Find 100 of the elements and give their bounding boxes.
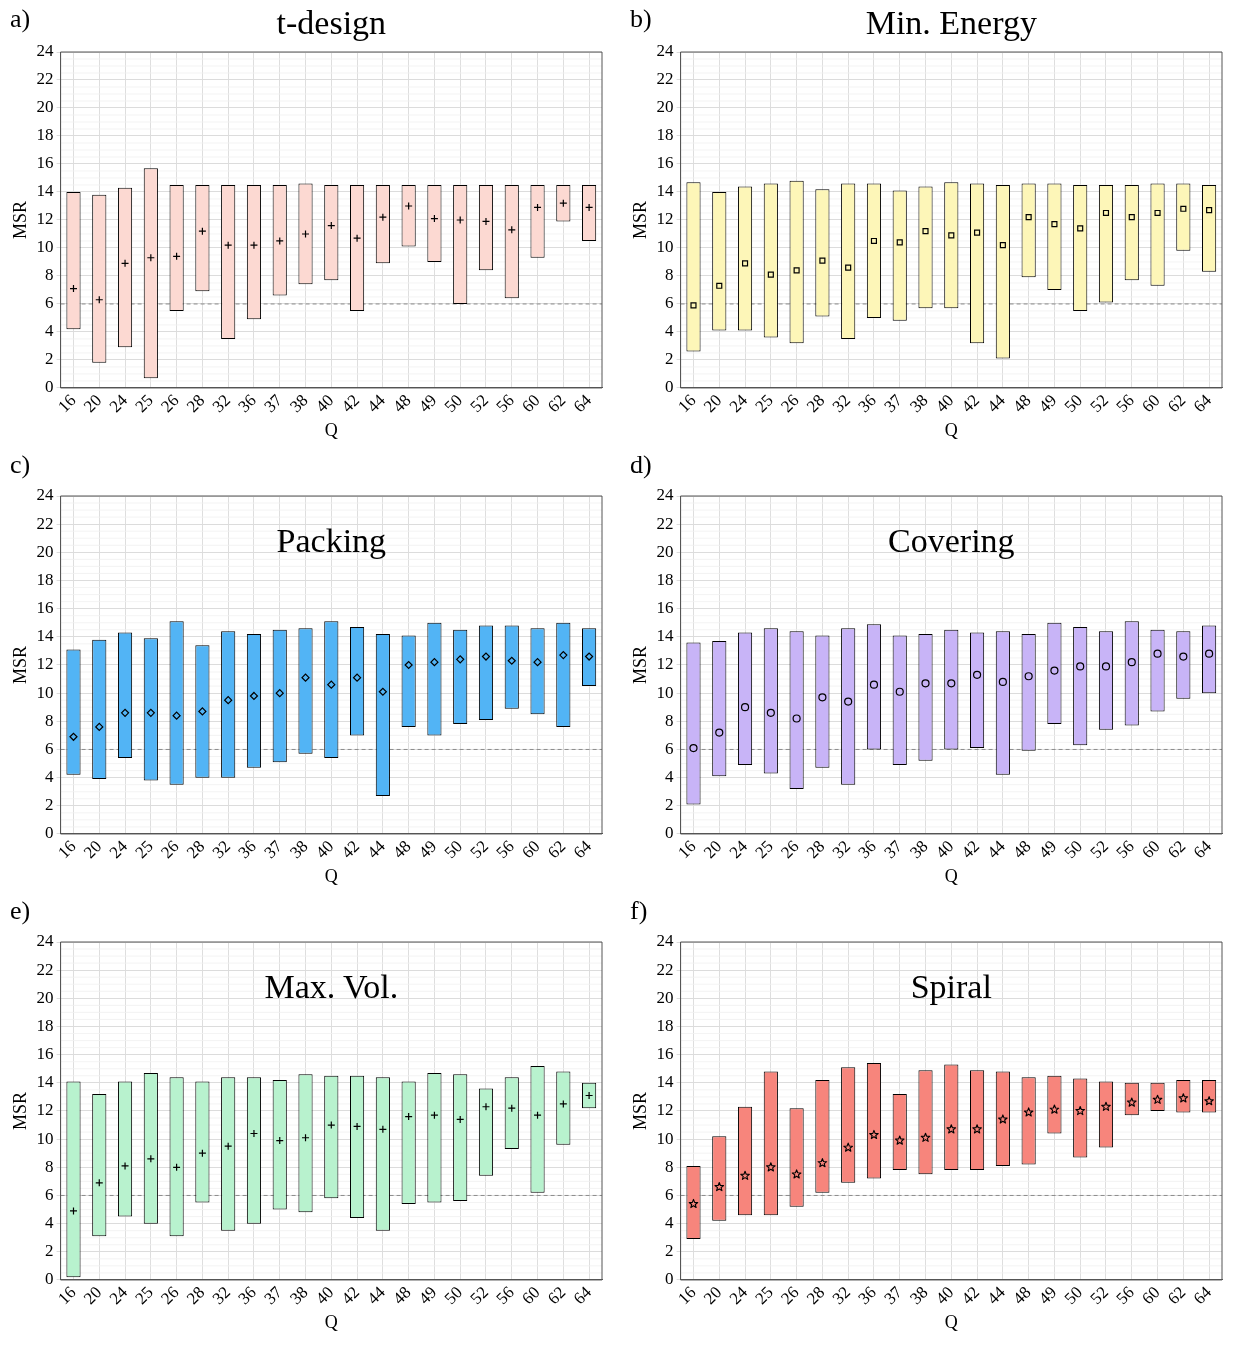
x-tick-label: 44 [363, 390, 390, 417]
point [481, 652, 491, 661]
x-tick-label: 64 [569, 390, 596, 417]
x-axis-title: Q [324, 865, 338, 886]
x-tick-label: 26 [157, 836, 183, 863]
point [1077, 225, 1084, 232]
x-tick-label: 24 [725, 836, 752, 863]
x-tick-label: 50 [440, 836, 467, 863]
x-tick-label: 25 [131, 1282, 157, 1309]
x-tick-label: 44 [983, 1282, 1010, 1309]
point [1049, 1104, 1060, 1114]
y-tick-label: 18 [656, 1015, 674, 1035]
y-tick-label: 10 [36, 237, 54, 257]
text: Covering [888, 521, 1015, 559]
x-tick-label: 56 [492, 1282, 518, 1309]
point [1180, 205, 1187, 212]
x-tick-label: 25 [131, 390, 157, 417]
x-tick-label: 49 [1034, 1282, 1061, 1309]
y-axis-title: MSR [9, 200, 30, 239]
point [895, 687, 904, 696]
x-tick-label: 40 [311, 1282, 338, 1309]
y-tick-label: 24 [656, 931, 675, 951]
y-tick-label: 12 [656, 209, 674, 229]
x-tick-label: 52 [1086, 836, 1112, 863]
x-tick-label: 62 [1163, 1282, 1190, 1309]
x-tick-label: 32 [208, 836, 235, 863]
y-tick-label: 8 [665, 1156, 674, 1176]
x-tick-label: 60 [1138, 1282, 1164, 1309]
x-tick-label: 40 [311, 390, 338, 417]
y-tick-label: 12 [656, 1100, 674, 1120]
x-tick-label: 38 [286, 836, 312, 863]
x-tick-label: 40 [311, 836, 338, 863]
x-tick-label: 26 [777, 1282, 803, 1309]
y-tick-label: 6 [665, 293, 674, 313]
point [870, 237, 878, 245]
x-tick-label: 32 [828, 1282, 855, 1309]
x-tick-label: 20 [699, 1282, 726, 1309]
point [1050, 666, 1059, 675]
point [688, 1198, 699, 1209]
point [1025, 214, 1032, 221]
y-tick-label: 16 [656, 153, 674, 173]
x-tick-label: 42 [337, 390, 364, 417]
y-tick-label: 20 [656, 541, 674, 561]
y-axis-title: MSR [629, 200, 650, 239]
y-tick-label: 22 [36, 513, 54, 533]
y-axis-title: MSR [9, 1091, 30, 1130]
point [172, 711, 181, 720]
x-tick-label: 48 [389, 390, 415, 417]
point [715, 728, 724, 737]
y-tick-label: 18 [36, 125, 54, 145]
x-tick-label: 25 [751, 1282, 777, 1309]
y-tick-label: 22 [656, 959, 674, 979]
y-tick-label: 16 [656, 1044, 674, 1064]
point [1127, 658, 1136, 667]
text: e) [10, 896, 31, 926]
point [198, 707, 207, 716]
x-tick-label: 62 [1163, 390, 1190, 417]
point [430, 658, 439, 667]
x-tick-label: 20 [79, 390, 106, 417]
x-tick-label: 37 [260, 390, 287, 417]
point [690, 302, 697, 309]
text: b) [630, 4, 652, 34]
point [507, 656, 516, 665]
y-tick-label: 18 [36, 1015, 54, 1035]
x-axis-title: Q [324, 1311, 338, 1332]
x-tick-label: 26 [157, 1282, 183, 1309]
point [740, 1170, 750, 1180]
point [792, 714, 801, 723]
x-tick-label: 26 [157, 390, 183, 417]
point [224, 696, 233, 705]
y-tick-label: 2 [665, 1241, 674, 1261]
x-tick-label: 40 [931, 1282, 958, 1309]
x-tick-label: 44 [983, 390, 1010, 417]
y-tick-label: 16 [36, 1044, 54, 1064]
x-tick-label: 48 [389, 836, 415, 863]
x-tick-label: 42 [957, 390, 984, 417]
x-tick-label: 42 [337, 836, 364, 863]
x-tick-label: 20 [79, 836, 106, 863]
point [843, 1142, 854, 1152]
point [972, 670, 982, 679]
y-tick-label: 4 [45, 1213, 55, 1233]
point [972, 1124, 982, 1134]
x-tick-label: 40 [931, 390, 958, 417]
point [275, 689, 284, 698]
point [69, 1206, 78, 1216]
y-tick-label: 8 [45, 265, 54, 285]
x-tick-label: 36 [234, 1282, 260, 1309]
x-tick-label: 32 [828, 836, 855, 863]
y-tick-label: 4 [665, 767, 675, 787]
x-tick-label: 37 [880, 1282, 907, 1309]
x-tick-label: 48 [1009, 836, 1035, 863]
point [998, 677, 1007, 686]
x-tick-label: 49 [1034, 390, 1061, 417]
text: a) [10, 4, 31, 34]
x-tick-label: 36 [854, 390, 880, 417]
point [1051, 221, 1058, 228]
x-tick-label: 20 [699, 836, 726, 863]
y-tick-label: 6 [665, 1184, 674, 1204]
x-tick-label: 36 [234, 836, 260, 863]
x-tick-label: 25 [751, 836, 777, 863]
